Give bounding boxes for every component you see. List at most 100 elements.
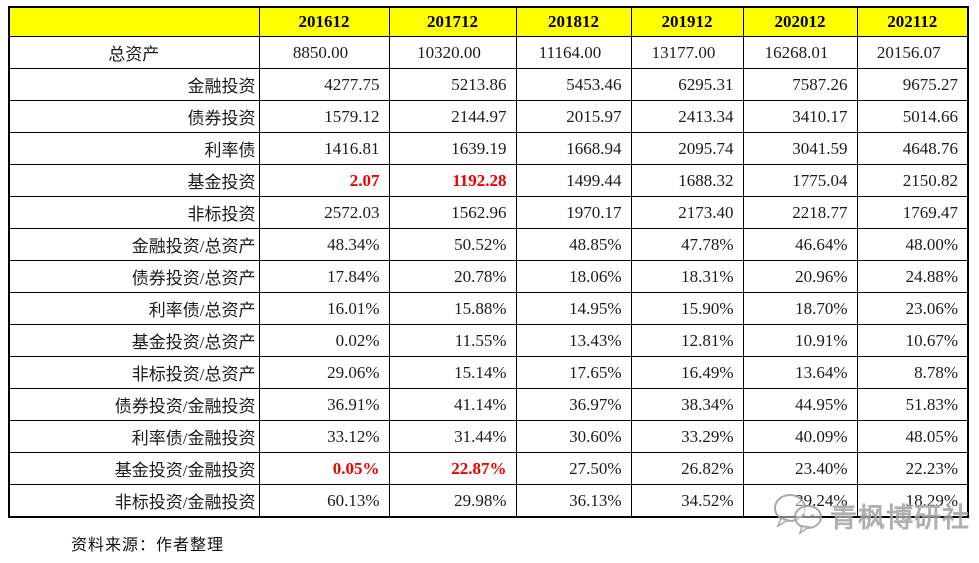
table-cell: 3041.59 [742,132,858,165]
table-cell: 27.50% [515,452,632,485]
table-cell: 30.60% [515,420,632,453]
row-label: 债券投资 [8,100,260,133]
table-cell: 33.12% [258,420,390,453]
table-cell: 16.49% [630,356,744,389]
table-cell: 33.29% [630,420,744,453]
table-cell: 5014.66 [856,100,969,133]
row-label: 债券投资/总资产 [8,260,260,293]
row-label: 非标投资 [8,196,260,229]
table-cell: 2150.82 [856,164,969,197]
table-cell: 15.90% [630,292,744,325]
table-cell: 50.52% [388,228,517,261]
table-cell: 47.78% [630,228,744,261]
table-cell: 2015.97 [515,100,632,133]
table-cell: 22.87% [388,452,517,485]
header-row: 201612 201712 201812 201912 202012 202112 [8,6,969,37]
table-row: 非标投资/金融投资 60.13% 29.98% 36.13% 34.52% 29.24% 1… [8,484,969,518]
table-cell: 15.14% [388,356,517,389]
table-cell: 41.14% [388,388,517,421]
table-cell: 0.02% [258,324,390,357]
column-header: 202012 [742,6,858,37]
table-cell: 13.43% [515,324,632,357]
watermark: 青枫博研社 [772,490,970,541]
corner-cell [8,6,260,37]
table-cell: 1970.17 [515,196,632,229]
table-cell: 14.95% [515,292,632,325]
financial-data-table: 201612 201712 201812 201912 202012 202112 总资产… [8,6,969,518]
table-cell: 12.81% [630,324,744,357]
table-row: 非标投资/总资产 29.06% 15.14% 17.65% 16.49% 13.64% 8.… [8,356,969,389]
table-cell: 2218.77 [742,196,858,229]
row-label: 基金投资/金融投资 [8,452,260,485]
table-cell: 31.44% [388,420,517,453]
row-label: 总资产 [8,36,260,69]
table-cell: 5453.46 [515,68,632,101]
table-cell: 16268.01 [742,36,858,69]
table-cell: 4648.76 [856,132,969,165]
table-cell: 9675.27 [856,68,969,101]
table-cell: 0.05% [258,452,390,485]
row-label: 非标投资/金融投资 [8,484,260,518]
table-cell: 46.64% [742,228,858,261]
table-cell: 40.09% [742,420,858,453]
table-cell: 44.95% [742,388,858,421]
table-cell: 2144.97 [388,100,517,133]
row-label: 基金投资 [8,164,260,197]
table-row: 非标投资 2572.03 1562.96 1970.17 2173.40 2218.77 1… [8,196,969,229]
table-cell: 15.88% [388,292,517,325]
table-cell: 18.70% [742,292,858,325]
table-cell: 13.64% [742,356,858,389]
table-cell: 26.82% [630,452,744,485]
table-cell: 48.05% [856,420,969,453]
table-cell: 18.29% [856,484,969,518]
table-body: 总资产 8850.00 10320.00 11164.00 13177.00 16268.… [8,36,969,518]
table-row: 金融投资 4277.75 5213.86 5453.46 6295.31 7587.26 9… [8,68,969,101]
table-cell: 18.06% [515,260,632,293]
table-cell: 2095.74 [630,132,744,165]
table-row: 债券投资 1579.12 2144.97 2015.97 2413.34 3410.17 5… [8,100,969,133]
table-row: 利率债/总资产 16.01% 15.88% 14.95% 15.90% 18.70% 23.… [8,292,969,325]
table-cell: 2572.03 [258,196,390,229]
table-cell: 1769.47 [856,196,969,229]
table-cell: 7587.26 [742,68,858,101]
row-label: 利率债/总资产 [8,292,260,325]
column-header: 201612 [258,6,390,37]
chat-bubbles-icon [772,490,828,541]
watermark-text: 青枫博研社 [830,503,970,533]
table-row: 基金投资/总资产 0.02% 11.55% 13.43% 12.81% 10.91% 10.… [8,324,969,357]
table-cell: 20.96% [742,260,858,293]
table-cell: 17.65% [515,356,632,389]
table-cell: 1639.19 [388,132,517,165]
table-cell: 38.34% [630,388,744,421]
column-header: 201712 [388,6,517,37]
table-cell: 23.40% [742,452,858,485]
table-cell: 8.78% [856,356,969,389]
table-cell: 8850.00 [258,36,390,69]
table-cell: 36.13% [515,484,632,518]
table-cell: 10.67% [856,324,969,357]
column-header: 202112 [856,6,969,37]
table-cell: 11164.00 [515,36,632,69]
column-header: 201912 [630,6,744,37]
table-cell: 1416.81 [258,132,390,165]
table-row: 基金投资/金融投资 0.05% 22.87% 27.50% 26.82% 23.40% 22… [8,452,969,485]
table-cell: 3410.17 [742,100,858,133]
row-label: 债券投资/金融投资 [8,388,260,421]
table-cell: 24.88% [856,260,969,293]
row-label: 金融投资 [8,68,260,101]
column-header: 201812 [515,6,632,37]
table-cell: 1579.12 [258,100,390,133]
table-cell: 2.07 [258,164,390,197]
table-cell: 1499.44 [515,164,632,197]
table-cell: 2173.40 [630,196,744,229]
table-cell: 20156.07 [856,36,969,69]
table-cell: 6295.31 [630,68,744,101]
table-cell: 20.78% [388,260,517,293]
table-cell: 2413.34 [630,100,744,133]
table-cell: 1192.28 [388,164,517,197]
table-cell: 11.55% [388,324,517,357]
table-cell: 51.83% [856,388,969,421]
row-label: 基金投资/总资产 [8,324,260,357]
row-label: 非标投资/总资产 [8,356,260,389]
